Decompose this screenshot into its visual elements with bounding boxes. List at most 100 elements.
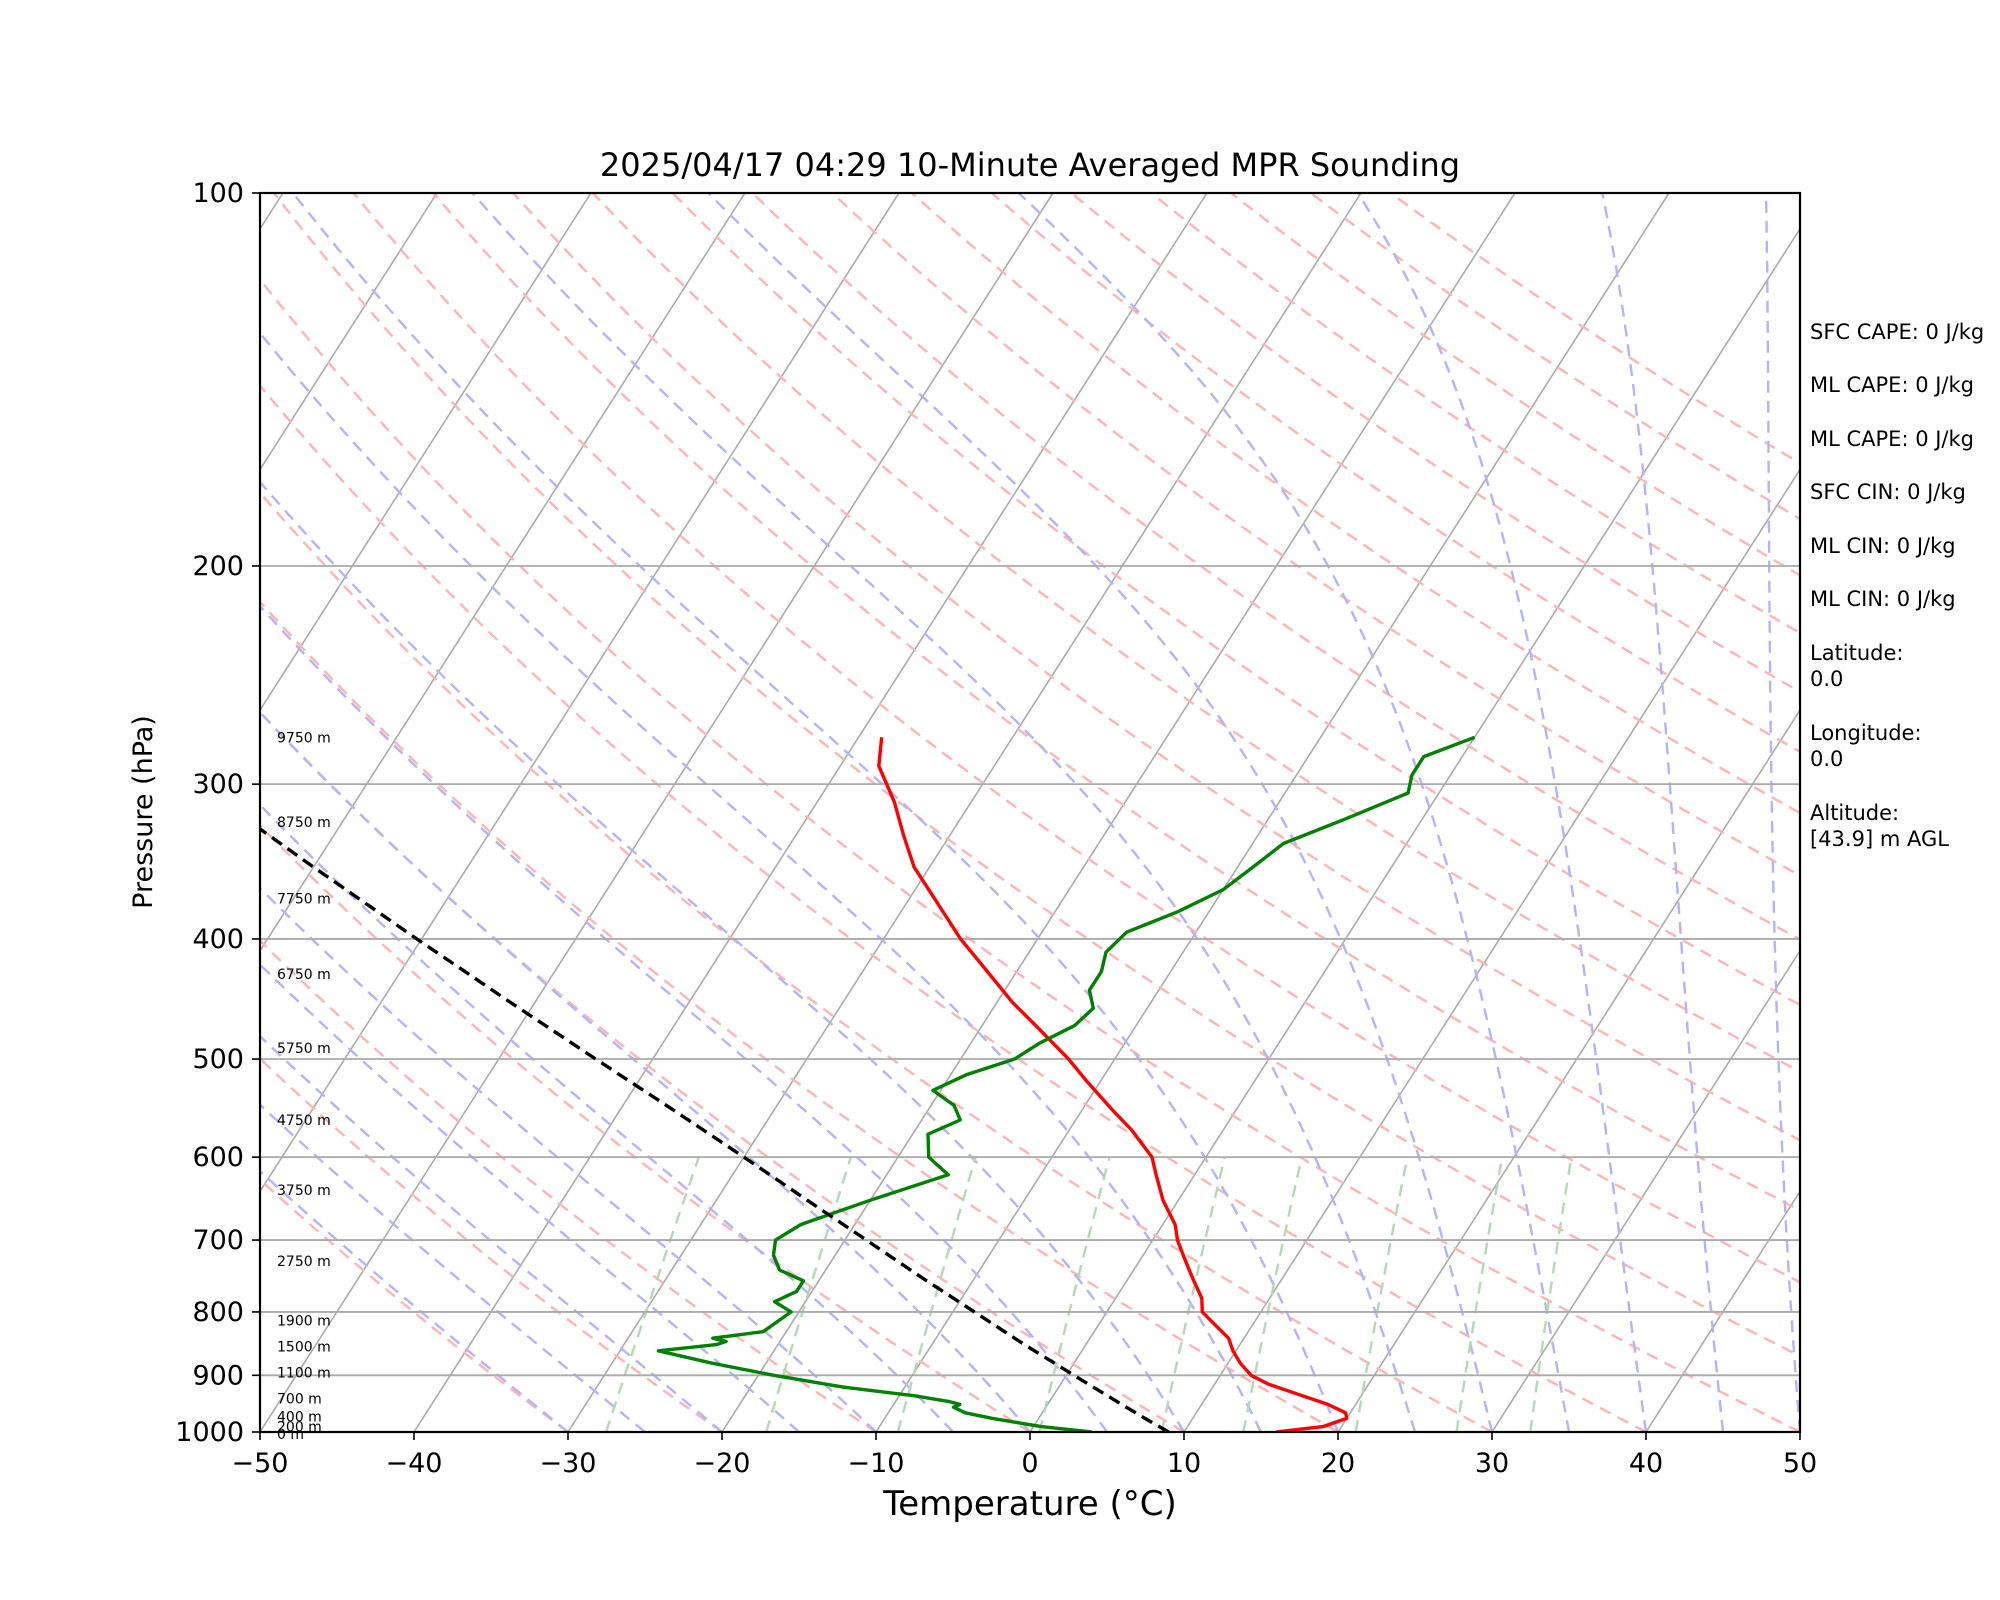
dry-adiabat-line: [272, 193, 1800, 1358]
longitude-label: Longitude:: [1810, 721, 1922, 745]
ml-cin-text: ML CIN: 0 J/kg: [1810, 534, 1956, 558]
isotherm-line: [1645, 1189, 1800, 1432]
latitude-label: Latitude:: [1810, 641, 1904, 665]
y-tick-label: 100: [192, 178, 244, 209]
height-label: 1500 m: [277, 1339, 331, 1355]
height-label: 700 m: [277, 1392, 322, 1408]
height-label: 2750 m: [277, 1254, 331, 1270]
x-tick-label: −30: [540, 1448, 597, 1479]
ml-cape-text: ML CAPE: 0 J/kg: [1810, 373, 1975, 397]
isotherm-line: [260, 193, 900, 1193]
dry-adiabat-line: [260, 1057, 723, 1432]
y-axis-ticks: 100 200 300 400 500 600 700 800 900 1000: [175, 178, 260, 1448]
dry-adiabat-line: [260, 1178, 569, 1432]
x-tick-label: −40: [386, 1448, 443, 1479]
x-tick-label: 40: [1629, 1448, 1663, 1479]
x-axis-label: Temperature (°C): [882, 1484, 1176, 1524]
isotherm-line: [0, 193, 129, 1432]
dry-adiabat-line: [751, 193, 1800, 941]
sfc-cape-text: SFC CAPE: 0 J/kg: [1810, 320, 1985, 344]
moist-adiabat-line: [260, 1103, 646, 1432]
parcel-profile-line: [260, 826, 1170, 1432]
moist-adiabat-line: [260, 1169, 569, 1432]
moist-adiabat-line: [1017, 193, 1571, 1432]
x-tick-label: 0: [1021, 1448, 1038, 1479]
isotherm-line: [260, 193, 438, 471]
y-tick-label: 700: [192, 1225, 244, 1256]
plot-frame: [258, 191, 1802, 1434]
background-lines: [0, 193, 1800, 1432]
dry-adiabat-line: [592, 193, 1800, 1074]
y-tick-label: 300: [192, 769, 244, 800]
longitude-value: 0.0: [1810, 747, 1844, 771]
ml-cape-text-2: ML CAPE: 0 J/kg: [1810, 427, 1975, 451]
height-labels: 9750 m 8750 m 7750 m 6750 m 5750 m 4750 m 3750…: [277, 730, 331, 1443]
x-tick-label: 10: [1167, 1448, 1201, 1479]
isotherm-line: [1491, 949, 1800, 1432]
moist-adiabat-line: [260, 331, 1263, 1432]
isotherm-line: [1337, 708, 1800, 1432]
dry-adiabat-line: [352, 193, 1800, 1284]
y-tick-label: 800: [192, 1297, 244, 1328]
dewpoint-profile-line: [656, 735, 1476, 1432]
height-label: 0 m: [277, 1427, 304, 1443]
pressure-gridlines: [260, 192, 1800, 1433]
y-tick-label: 200: [192, 551, 244, 582]
moist-adiabat-line: [1764, 193, 1800, 1432]
moist-adiabat-line: [260, 480, 1186, 1432]
dry-adiabat-line: [831, 193, 1800, 877]
isotherm-line: [1183, 468, 1800, 1432]
y-tick-label: 900: [192, 1360, 244, 1391]
isotherm-line: [721, 193, 1516, 1432]
isotherm-line: [413, 193, 1208, 1432]
mixing-ratio-line: [765, 1156, 853, 1432]
moist-adiabat-line: [260, 962, 800, 1432]
x-tick-label: 30: [1475, 1448, 1509, 1479]
mixing-ratio-line: [1160, 1156, 1226, 1432]
height-label: 7750 m: [277, 891, 331, 907]
moist-adiabat-line: [260, 803, 954, 1432]
ml-cin-text-2: ML CIN: 0 J/kg: [1810, 587, 1956, 611]
dry-adiabat-line: [260, 823, 1031, 1432]
dry-adiabat-line: [432, 193, 1800, 1212]
height-label: 9750 m: [277, 730, 331, 746]
height-label: 4750 m: [277, 1113, 331, 1129]
height-label: 400 m: [277, 1410, 322, 1426]
isotherm-line: [1029, 227, 1800, 1432]
x-tick-label: −10: [848, 1448, 905, 1479]
mixing-ratio-line: [1455, 1156, 1504, 1432]
latitude-value: 0.0: [1810, 667, 1844, 691]
dry-adiabat-line: [260, 710, 1185, 1432]
x-tick-label: −20: [694, 1448, 751, 1479]
height-label: 5750 m: [277, 1041, 331, 1057]
height-label: 1900 m: [277, 1314, 331, 1330]
dry-adiabat-line: [260, 491, 1493, 1432]
height-label: 6750 m: [277, 967, 331, 983]
isotherm-line: [260, 193, 1054, 1432]
mixing-ratio-line: [1529, 1156, 1573, 1432]
isotherm-line: [260, 193, 592, 712]
profile-lines: [260, 735, 1476, 1432]
moist-adiabat-line: [707, 193, 1494, 1432]
height-label: 3750 m: [277, 1183, 331, 1199]
x-tick-label: −50: [232, 1448, 289, 1479]
dry-adiabat-line: [512, 193, 1800, 1142]
moist-adiabat-line: [1601, 193, 1725, 1432]
y-tick-label: 500: [192, 1044, 244, 1075]
moist-adiabat-line: [260, 710, 1031, 1432]
height-label: 8750 m: [277, 815, 331, 831]
moist-adiabat-line: [292, 193, 1340, 1432]
mixing-ratio-line: [604, 1156, 700, 1432]
y-tick-label: 400: [192, 924, 244, 955]
x-axis-ticks: −50 −40 −30 −20 −10 0 10 20 30 40 50: [232, 1432, 1817, 1479]
altitude-label: Altitude:: [1810, 801, 1900, 825]
dry-adiabat-line: [260, 383, 1647, 1432]
isotherm-line: [875, 193, 1670, 1432]
dry-adiabat-line: [260, 277, 1800, 1432]
moist-adiabat-line: [260, 604, 1108, 1432]
mixing-ratio-line: [1354, 1156, 1409, 1432]
height-label: 1100 m: [277, 1365, 331, 1381]
chart-title: 2025/04/17 04:29 10-Minute Averaged MPR …: [600, 146, 1460, 184]
temperature-profile-line: [877, 737, 1349, 1432]
